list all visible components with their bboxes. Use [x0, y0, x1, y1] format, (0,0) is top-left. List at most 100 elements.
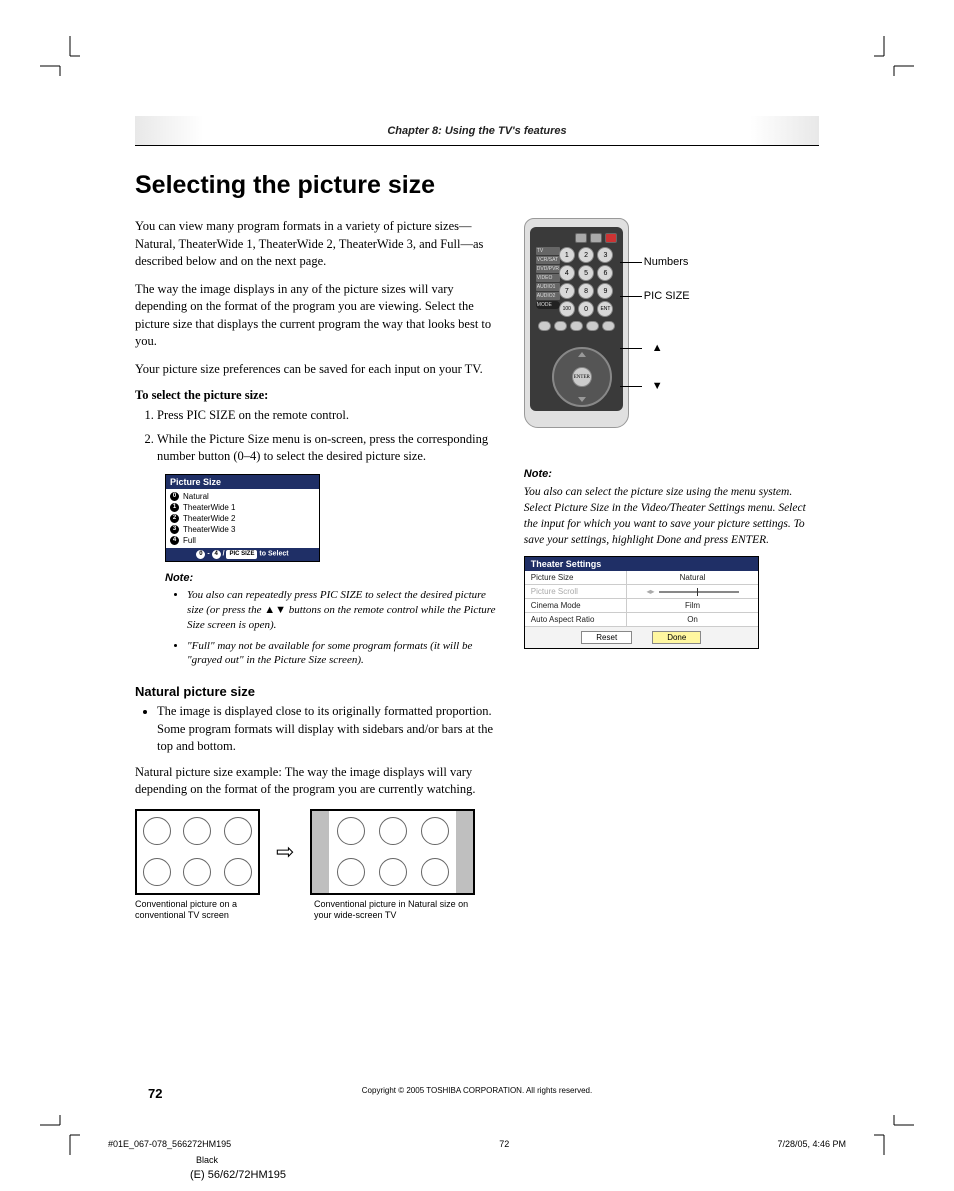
- note1-b1: You also can repeatedly press PIC SIZE t…: [187, 588, 496, 633]
- print-date: 7/28/05, 4:46 PM: [777, 1139, 846, 1149]
- dpad-up-icon: [578, 352, 586, 357]
- num-badge: 2: [170, 514, 179, 523]
- num-badge: 0: [170, 492, 179, 501]
- ts-value: Natural: [627, 571, 757, 584]
- menu-label: TheaterWide 1: [183, 503, 235, 512]
- crop-mark-br: [874, 1115, 914, 1155]
- note1-b2: "Full" may not be available for some pro…: [187, 639, 496, 669]
- crop-mark-tl: [40, 36, 80, 76]
- step-2: While the Picture Size menu is on-screen…: [157, 431, 496, 466]
- remote-dpad: ENTER: [552, 347, 612, 407]
- note1-label: Note:: [165, 572, 496, 584]
- natural-b1: The image is displayed close to its orig…: [157, 703, 496, 756]
- dpad-down-icon: [578, 397, 586, 402]
- natural-bullet: The image is displayed close to its orig…: [135, 703, 496, 756]
- callout-down: ▼: [652, 380, 663, 392]
- caption-1: Conventional picture on a conventional T…: [135, 899, 260, 921]
- ts-row: Cinema Mode Film: [525, 598, 758, 612]
- menu-label: Natural: [183, 492, 209, 501]
- arrow-right-icon: ⇨: [276, 839, 294, 865]
- num-7: 7: [559, 283, 575, 299]
- step-1: Press PIC SIZE on the remote control.: [157, 407, 496, 425]
- print-footer: #01E_067-078_566272HM195 72 7/28/05, 4:4…: [108, 1139, 846, 1149]
- remote-sleep-btn: [590, 233, 602, 243]
- num-2: 2: [578, 247, 594, 263]
- num-6: 6: [597, 265, 613, 281]
- page-content: Chapter 8: Using the TV's features Selec…: [135, 116, 819, 1091]
- num-100: 100: [559, 301, 575, 317]
- print-page: 72: [499, 1139, 509, 1149]
- procedure-heading: To select the picture size:: [135, 388, 496, 403]
- menu-item: 0 Natural: [170, 491, 315, 502]
- remote-diagram: TVVCR/SATDVD/PVRVIDEOAUDIO1AUDIO2MODE 12…: [524, 218, 744, 438]
- intro-p1: You can view many program formats in a v…: [135, 218, 496, 271]
- sidebar-left: [312, 811, 329, 893]
- callout-picsize: PIC SIZE: [644, 290, 690, 302]
- left-column: You can view many program formats in a v…: [135, 218, 496, 920]
- ts-label: Picture Size: [525, 571, 628, 584]
- remote-numpad: 123 456 789 1000ENT: [559, 247, 615, 317]
- num-3: 3: [597, 247, 613, 263]
- num-5: 5: [578, 265, 594, 281]
- right-note-body: You also can select the picture size usi…: [524, 484, 819, 548]
- chapter-header: Chapter 8: Using the TV's features: [135, 116, 819, 146]
- natural-example: Natural picture size example: The way th…: [135, 764, 496, 799]
- page-title: Selecting the picture size: [135, 171, 819, 200]
- num-0: 0: [578, 301, 594, 317]
- callout-numbers: Numbers: [644, 256, 689, 268]
- crop-mark-tr: [874, 36, 914, 76]
- ts-value: Film: [627, 599, 757, 612]
- note1-list: You also can repeatedly press PIC SIZE t…: [165, 588, 496, 668]
- callout-up: ▲: [652, 342, 663, 354]
- menu-item: 2 TheaterWide 2: [170, 513, 315, 524]
- num-4: 4: [559, 265, 575, 281]
- remote-function-row: [538, 321, 615, 331]
- ts-title: Theater Settings: [525, 557, 758, 571]
- tv-example-row: ⇨: [135, 809, 496, 895]
- ts-value: On: [627, 613, 757, 626]
- menu-item: 3 TheaterWide 3: [170, 524, 315, 535]
- foot-num-b: 4: [212, 550, 221, 559]
- natural-heading: Natural picture size: [135, 684, 496, 699]
- menu-item: 4 Full: [170, 535, 315, 546]
- num-badge: 3: [170, 525, 179, 534]
- menu-label: TheaterWide 2: [183, 514, 235, 523]
- ts-value: ◂▸: [627, 585, 757, 598]
- ts-label: Picture Scroll: [525, 585, 628, 598]
- model-code: (E) 56/62/72HM195: [190, 1169, 286, 1181]
- ts-done-button: Done: [652, 631, 701, 644]
- tv-conventional: [135, 809, 260, 895]
- menu-label: Full: [183, 536, 196, 545]
- remote-power-btn: [605, 233, 617, 243]
- crop-mark-bl: [40, 1115, 80, 1155]
- dpad-enter: ENTER: [572, 367, 592, 387]
- picture-size-menu: Picture Size 0Natural 1TheaterWide 1 2Th…: [165, 474, 320, 563]
- print-file: #01E_067-078_566272HM195: [108, 1139, 231, 1149]
- ts-row: Picture Size Natural: [525, 571, 758, 584]
- right-column: TVVCR/SATDVD/PVRVIDEOAUDIO1AUDIO2MODE 12…: [524, 218, 819, 920]
- remote-sat-btn: [575, 233, 587, 243]
- num-ent: ENT: [597, 301, 613, 317]
- theater-settings-table: Theater Settings Picture Size Natural Pi…: [524, 556, 759, 649]
- menu-label: TheaterWide 3: [183, 525, 235, 534]
- intro-p2: The way the image displays in any of the…: [135, 281, 496, 351]
- tv-widescreen: [310, 809, 475, 895]
- print-color: Black: [196, 1155, 218, 1165]
- num-8: 8: [578, 283, 594, 299]
- num-1: 1: [559, 247, 575, 263]
- intro-p3: Your picture size preferences can be sav…: [135, 361, 496, 379]
- num-badge: 4: [170, 536, 179, 545]
- num-9: 9: [597, 283, 613, 299]
- ts-reset-button: Reset: [581, 631, 632, 644]
- num-badge: 1: [170, 503, 179, 512]
- ts-label: Cinema Mode: [525, 599, 628, 612]
- copyright-text: Copyright © 2005 TOSHIBA CORPORATION. Al…: [0, 1086, 954, 1095]
- caption-2: Conventional picture in Natural size on …: [314, 899, 479, 921]
- tv-circle: [143, 817, 171, 845]
- ts-row: Auto Aspect Ratio On: [525, 612, 758, 626]
- ts-row: Picture Scroll ◂▸: [525, 584, 758, 598]
- slider-left-icon: ◂▸: [647, 587, 655, 596]
- remote-mode-labels: TVVCR/SATDVD/PVRVIDEOAUDIO1AUDIO2MODE: [536, 247, 560, 310]
- slider-track: [659, 591, 739, 593]
- ts-label: Auto Aspect Ratio: [525, 613, 628, 626]
